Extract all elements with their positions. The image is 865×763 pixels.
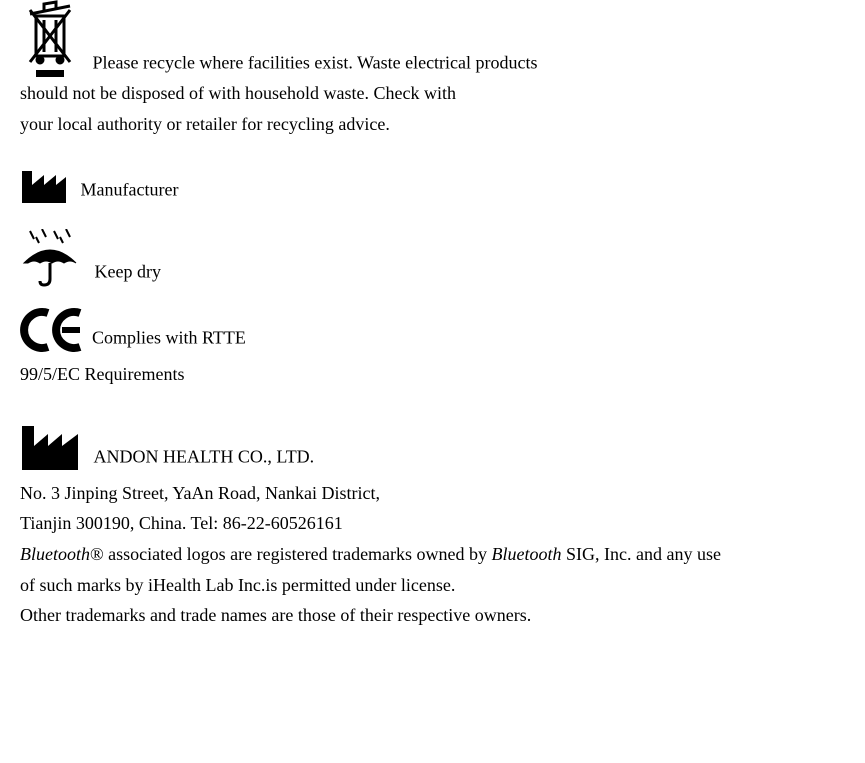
manufacturer-section: Manufacturer bbox=[20, 163, 845, 205]
trademark-after-bt2: SIG, Inc. and any use bbox=[562, 544, 721, 564]
ce-mark-icon bbox=[20, 307, 84, 353]
recycle-text-1: Please recycle where facilities exist. W… bbox=[93, 52, 538, 72]
ce-section: Complies with RTTE 99/5/EC Requirements bbox=[20, 307, 845, 390]
umbrella-rain-icon bbox=[20, 229, 82, 287]
document-page: Please recycle where facilities exist. W… bbox=[0, 0, 865, 763]
factory-icon-2 bbox=[20, 418, 82, 472]
trademark-after-bt1: ® associated logos are registered tradem… bbox=[90, 544, 492, 564]
ce-label-1: Complies with RTTE bbox=[92, 328, 246, 348]
keepdry-section: Keep dry bbox=[20, 229, 845, 287]
manufacturer-label: Manufacturer bbox=[81, 180, 179, 200]
weee-bin-icon bbox=[20, 0, 80, 78]
bluetooth-word-2: Bluetooth bbox=[492, 544, 562, 564]
recycle-text-2: should not be disposed of with household… bbox=[20, 78, 845, 109]
recycle-section: Please recycle where facilities exist. W… bbox=[20, 0, 845, 139]
company-addr-2: Tianjin 300190, China. Tel: 86-22-605261… bbox=[20, 508, 845, 539]
company-addr-1: No. 3 Jinping Street, YaAn Road, Nankai … bbox=[20, 478, 845, 509]
trademark-line-1: Bluetooth® associated logos are register… bbox=[20, 539, 845, 570]
company-section: ANDON HEALTH CO., LTD. No. 3 Jinping Str… bbox=[20, 418, 845, 631]
bluetooth-word-1: Bluetooth bbox=[20, 544, 90, 564]
company-name: ANDON HEALTH CO., LTD. bbox=[94, 446, 315, 466]
ce-label-2: 99/5/EC Requirements bbox=[20, 359, 845, 390]
trademark-line-3: Other trademarks and trade names are tho… bbox=[20, 600, 845, 631]
factory-icon bbox=[20, 163, 68, 205]
recycle-text-3: your local authority or retailer for rec… bbox=[20, 109, 845, 140]
keepdry-label: Keep dry bbox=[95, 262, 161, 282]
trademark-line-2: of such marks by iHealth Lab Inc.is perm… bbox=[20, 570, 845, 601]
